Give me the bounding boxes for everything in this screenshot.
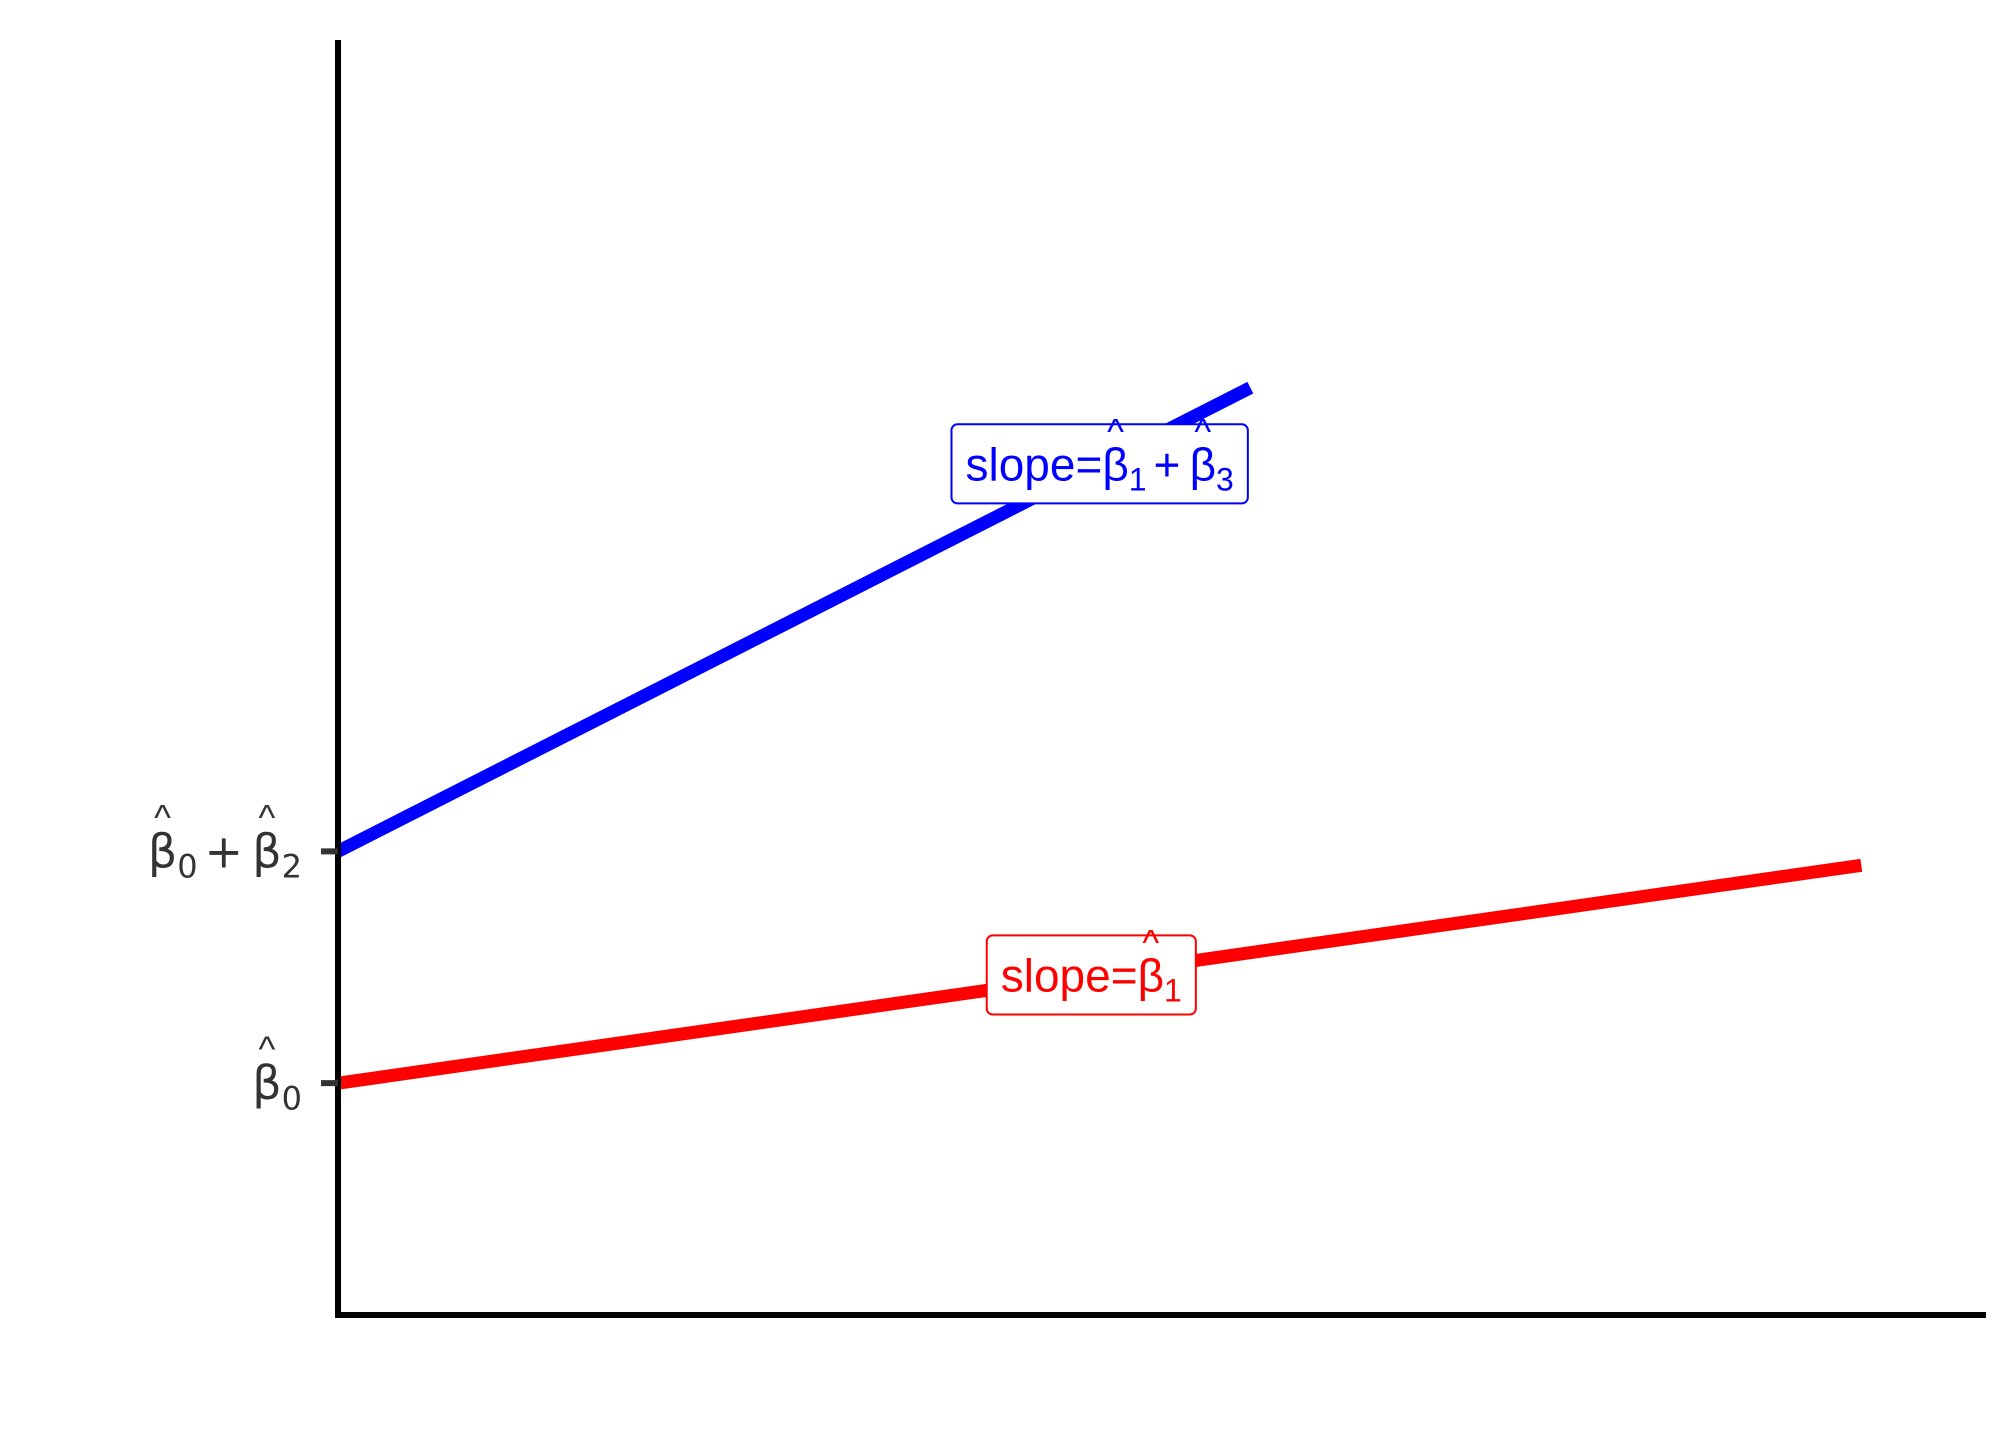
slope-label-red: slope=β1​^ [985, 923, 1197, 1016]
beta-symbol: β [252, 824, 281, 878]
slope-label-text: slope=β1​ [1001, 949, 1182, 1008]
hat-accent: ^ [259, 1030, 276, 1070]
beta-symbol: β [1138, 949, 1164, 1001]
slope-label-box [985, 934, 1197, 1016]
beta-subscript: 1 [1129, 461, 1147, 497]
beta-subscript: 0 [177, 847, 197, 885]
slope-prefix: slope= [965, 438, 1102, 490]
expr-space [243, 824, 252, 878]
hat-accent: ^ [259, 798, 276, 838]
axes [335, 40, 1986, 1318]
beta-subscript: 2 [282, 847, 302, 885]
slope-label-box [950, 423, 1249, 505]
beta-symbol: β [1102, 438, 1128, 490]
hat-accent: ^ [154, 798, 171, 838]
slope-label-blue: slope=β1​+ β3​^ ^ [950, 412, 1249, 505]
beta-subscript: 0 [282, 1079, 302, 1117]
slope-labels: slope=β1​^slope=β1​+ β3​^^ [950, 412, 1249, 1016]
hat-accent: ^ [1142, 923, 1159, 963]
y-ticks: β0​^β0​+ β2​^^ [148, 798, 338, 1117]
beta-subscript: 1 [1164, 973, 1182, 1009]
expr-joiner: + [205, 824, 244, 878]
hat-accent: ^ [1107, 412, 1124, 452]
expr-joiner: + [1153, 438, 1180, 490]
beta-subscript: 3 [1216, 461, 1234, 497]
slope-label-text: slope=β1​+ β3​ [965, 438, 1233, 497]
hat-accent: ^ [1194, 412, 1211, 452]
beta-symbol: β [1190, 438, 1216, 490]
y-tick-label: β0​+ β2​ [148, 824, 302, 885]
expr-space [1180, 438, 1189, 490]
beta-symbol: β [252, 1056, 281, 1110]
y-tick-label: β0​ [252, 1056, 302, 1117]
slope-prefix: slope= [1001, 949, 1138, 1001]
beta-symbol: β [148, 824, 177, 878]
